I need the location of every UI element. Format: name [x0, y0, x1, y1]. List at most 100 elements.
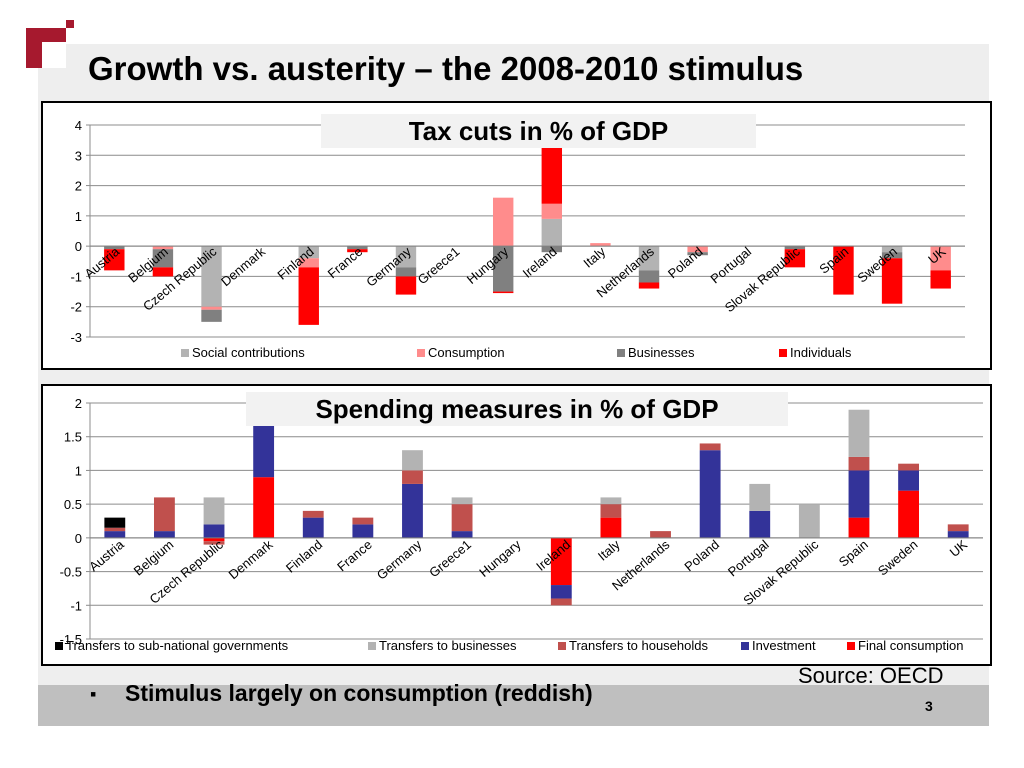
bar-individuals-ireland [541, 143, 563, 204]
bar-businesses-germany [395, 267, 417, 277]
category-label-spain: Spain [836, 537, 871, 570]
spending-measures-chart: -1.5 -1 -0.5 0 0.5 1 1.5 2 Austria Belgium Czech R… [41, 384, 992, 666]
bar-social-contributions-ireland [541, 218, 563, 247]
bar-transfers-to-households-finland [302, 510, 324, 518]
bar-businesses-slovak-republic [784, 246, 806, 250]
page-number: 3 [925, 698, 933, 714]
category-label-denmark: Denmark [218, 243, 268, 289]
category-label-sweden: Sweden [875, 537, 921, 579]
bar-businesses-ireland [541, 246, 563, 253]
legend-swatch-businesses [617, 349, 625, 357]
bar-individuals-austria [104, 249, 125, 271]
bar-transfers-to-businesses-italy [600, 497, 622, 505]
bar-consumption-ireland [541, 203, 563, 219]
bar-transfers-to-households-spain [848, 456, 870, 471]
category-label-austria: Austria [86, 536, 127, 574]
bar-final-consumption-spain [848, 517, 870, 538]
bullet-marker: ▪ [90, 684, 97, 704]
bar-investment-czech-republic [203, 524, 225, 538]
bar-individuals-uk [930, 270, 951, 289]
bar-investment-denmark [253, 423, 275, 478]
category-label-portugal: Portugal [725, 537, 772, 580]
bar-transfers-to-households-italy [600, 504, 622, 518]
legend-label-transfers-to-businesses: Transfers to businesses [379, 638, 517, 653]
y-tick-label: 3 [75, 148, 82, 163]
bar-transfers-to-businesses-germany [402, 450, 423, 471]
bar-social-contributions-sweden [881, 246, 903, 253]
bar-final-consumption-czech-republic [203, 537, 225, 542]
legend-label-consumption: Consumption [428, 345, 505, 360]
category-label-poland: Poland [665, 244, 706, 282]
bar-transfers-to-sub-national-governments-austria [104, 517, 126, 528]
bar-investment-greece1 [451, 531, 473, 538]
y-tick-label: -1.5 [60, 632, 82, 647]
category-label-france: France [334, 537, 375, 575]
bar-final-consumption-ireland [550, 537, 572, 586]
bar-investment-poland [699, 450, 721, 538]
bar-individuals-netherlands [638, 282, 660, 289]
bar-individuals-belgium [152, 267, 174, 277]
source-note: Source: OECD [798, 663, 944, 688]
bar-transfers-to-households-uk [947, 524, 969, 532]
spending-chart-title: Spending measures in % of GDP [246, 392, 788, 426]
bar-transfers-to-households-ireland [550, 598, 572, 606]
y-tick-label: 1 [75, 209, 82, 224]
bar-transfers-to-households-belgium [153, 497, 175, 532]
bar-transfers-to-businesses-greece1 [451, 497, 473, 505]
category-label-belgium: Belgium [131, 537, 177, 579]
category-label-france: France [325, 244, 366, 282]
category-label-germany: Germany [374, 536, 425, 582]
legend-swatch-transfers-to-businesses [368, 642, 376, 650]
legend-label-investment: Investment [752, 638, 816, 653]
bottom-band [38, 685, 989, 726]
y-tick-label: 1 [75, 463, 82, 478]
y-tick-label: 4 [75, 118, 82, 133]
category-label-ireland: Ireland [520, 244, 560, 281]
y-tick-label: -0.5 [60, 565, 82, 580]
bar-individuals-sweden [881, 258, 903, 304]
y-tick-label: 0.5 [64, 497, 82, 512]
bar-consumption-hungary [492, 197, 514, 247]
bar-individuals-slovak-republic [784, 249, 806, 268]
bar-businesses-hungary [492, 246, 514, 292]
legend-swatch-social-contributions [181, 349, 189, 357]
bar-final-consumption-sweden [898, 490, 920, 538]
bar-transfers-to-businesses-slovak-republic [798, 504, 820, 538]
bar-businesses-belgium [152, 249, 174, 268]
bar-businesses-poland [687, 252, 708, 256]
bar-social-contributions-czech-republic [201, 246, 222, 307]
bar-investment-ireland [550, 585, 572, 599]
bar-transfers-to-households-france [352, 517, 374, 525]
bar-consumption-czech-republic [201, 306, 222, 310]
bar-businesses-netherlands [638, 270, 660, 283]
y-tick-label: -1 [70, 598, 82, 613]
legend-label-final-consumption: Final consumption [858, 638, 964, 653]
bar-individuals-hungary [492, 291, 514, 294]
y-tick-label: 0 [75, 531, 82, 546]
legend-label-transfers-to-sub-national-governments: Transfers to sub-national governments [66, 638, 289, 653]
category-label-uk: UK [947, 537, 971, 560]
y-tick-label: 0 [75, 239, 82, 254]
bar-transfers-to-households-poland [699, 443, 721, 451]
bar-investment-france [352, 524, 374, 538]
bar-social-contributions-germany [395, 246, 417, 268]
bullet-text: Stimulus largely on consumption (reddish… [125, 680, 593, 706]
y-tick-label: -2 [70, 300, 82, 315]
bar-transfers-to-households-germany [402, 470, 423, 484]
bar-individuals-france [347, 249, 368, 253]
bar-social-contributions-finland [298, 246, 319, 259]
bar-businesses-austria [104, 246, 125, 250]
tax-cuts-chart: -3 -2 -1 0 1 2 3 4 Austria Belgium Czech Republic D… [41, 101, 992, 370]
bar-consumption-italy [590, 243, 611, 247]
bar-consumption-finland [298, 258, 319, 268]
legend-swatch-investment [741, 642, 749, 650]
bar-transfers-to-businesses-portugal [749, 483, 771, 511]
category-label-hungary: Hungary [476, 536, 524, 579]
y-tick-label: 2 [75, 179, 82, 194]
tax-cuts-chart-title: Tax cuts in % of GDP [321, 114, 756, 148]
bar-businesses-czech-republic [201, 309, 222, 322]
bar-investment-austria [104, 531, 126, 538]
bar-investment-germany [402, 483, 423, 538]
category-label-italy: Italy [595, 536, 623, 563]
legend-swatch-individuals [779, 349, 787, 357]
